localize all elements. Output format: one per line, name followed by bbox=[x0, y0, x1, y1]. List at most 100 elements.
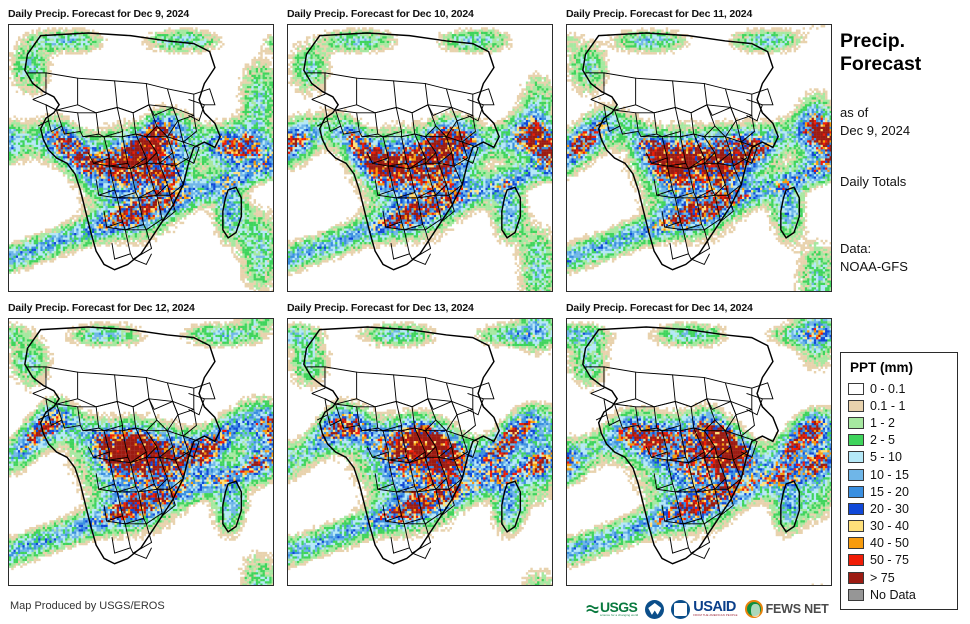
precip-raster bbox=[288, 319, 552, 585]
coastline bbox=[582, 32, 801, 271]
legend-item: 1 - 2 bbox=[848, 414, 952, 431]
legend-item: 20 - 30 bbox=[848, 500, 952, 517]
map-image[interactable] bbox=[566, 318, 832, 586]
map-panel[interactable]: Daily Precip. Forecast for Dec 11, 2024 bbox=[566, 8, 832, 292]
legend-label: 50 - 75 bbox=[870, 553, 909, 567]
africa-precip-map bbox=[9, 25, 273, 291]
legend-swatch bbox=[848, 416, 864, 429]
fews-globe-icon bbox=[744, 600, 763, 618]
legend-label: 15 - 20 bbox=[870, 485, 909, 499]
legend-label: 0.1 - 1 bbox=[870, 399, 905, 413]
panel-title: Daily Precip. Forecast for Dec 9, 2024 bbox=[8, 8, 274, 21]
legend-label: 30 - 40 bbox=[870, 519, 909, 533]
legend-item: 50 - 75 bbox=[848, 552, 952, 569]
usaid-seal-icon bbox=[671, 599, 691, 619]
coastline bbox=[303, 32, 522, 271]
legend-label: 20 - 30 bbox=[870, 502, 909, 516]
map-image[interactable] bbox=[287, 24, 553, 292]
africa-precip-map bbox=[288, 319, 552, 585]
legend-swatch bbox=[848, 434, 864, 447]
panel-title: Daily Precip. Forecast for Dec 11, 2024 bbox=[566, 8, 832, 21]
legend-swatch bbox=[848, 382, 864, 395]
map-panel[interactable]: Daily Precip. Forecast for Dec 12, 2024 bbox=[8, 302, 274, 586]
legend-item: 0.1 - 1 bbox=[848, 397, 952, 414]
legend-item: 10 - 15 bbox=[848, 466, 952, 483]
noaa-seal-icon bbox=[645, 599, 665, 619]
map-panel[interactable]: Daily Precip. Forecast for Dec 9, 2024 bbox=[8, 8, 274, 292]
sidebar: Precip. Forecast as of Dec 9, 2024 Daily… bbox=[836, 0, 970, 624]
legend-item: 2 - 5 bbox=[848, 432, 952, 449]
legend-swatch bbox=[848, 554, 864, 567]
daily-totals-label: Daily Totals bbox=[840, 173, 970, 191]
coastline bbox=[303, 326, 522, 565]
country-borders bbox=[306, 72, 495, 265]
panel-title: Daily Precip. Forecast for Dec 14, 2024 bbox=[566, 302, 832, 315]
legend-label: 1 - 2 bbox=[870, 416, 895, 430]
legend-item: 0 - 0.1 bbox=[848, 380, 952, 397]
africa-precip-map bbox=[567, 319, 831, 585]
agency-logos: USGS science for a changing world USAID … bbox=[586, 597, 829, 621]
africa-precip-map bbox=[288, 25, 552, 291]
legend-label: 40 - 50 bbox=[870, 536, 909, 550]
map-panel-grid: Daily Precip. Forecast for Dec 9, 2024 Da… bbox=[8, 8, 832, 586]
coastline bbox=[582, 326, 801, 565]
legend-swatch bbox=[848, 451, 864, 464]
coastline bbox=[24, 326, 243, 565]
usaid-logo-text: USAID bbox=[693, 600, 737, 615]
legend-item: > 75 bbox=[848, 569, 952, 586]
legend-label: 10 - 15 bbox=[870, 468, 909, 482]
legend: PPT (mm) 0 - 0.1 0.1 - 1 1 - 2 2 - 5 5 - 10 1… bbox=[840, 352, 958, 611]
usaid-logo: USAID FROM THE AMERICAN PEOPLE bbox=[671, 598, 737, 620]
usaid-logo-tagline: FROM THE AMERICAN PEOPLE bbox=[693, 613, 737, 617]
legend-swatch bbox=[848, 537, 864, 550]
as-of-block: as of Dec 9, 2024 bbox=[840, 104, 970, 140]
coastline bbox=[24, 32, 243, 271]
legend-swatch bbox=[848, 468, 864, 481]
map-panel[interactable]: Daily Precip. Forecast for Dec 13, 2024 bbox=[287, 302, 553, 586]
legend-label: No Data bbox=[870, 588, 916, 602]
usgs-logo-tagline: science for a changing world bbox=[600, 613, 638, 617]
map-image[interactable] bbox=[8, 24, 274, 292]
data-source-block: Data: NOAA-GFS bbox=[840, 240, 970, 276]
fews-logo-text: FEWS NET bbox=[766, 602, 829, 616]
data-value: NOAA-GFS bbox=[840, 258, 970, 276]
data-label: Data: bbox=[840, 240, 970, 258]
legend-item: No Data bbox=[848, 586, 952, 603]
panel-title: Daily Precip. Forecast for Dec 13, 2024 bbox=[287, 302, 553, 315]
map-panel[interactable]: Daily Precip. Forecast for Dec 10, 2024 bbox=[287, 8, 553, 292]
africa-precip-map bbox=[567, 25, 831, 291]
legend-item: 40 - 50 bbox=[848, 535, 952, 552]
as-of-label: as of bbox=[840, 104, 970, 122]
noaa-logo bbox=[645, 598, 665, 620]
legend-swatch bbox=[848, 502, 864, 515]
sidebar-title-line1: Precip. bbox=[840, 30, 968, 53]
country-borders bbox=[27, 366, 216, 559]
map-credit: Map Produced by USGS/EROS bbox=[10, 600, 165, 612]
legend-title: PPT (mm) bbox=[850, 360, 952, 375]
africa-precip-map bbox=[9, 319, 273, 585]
usgs-logo: USGS science for a changing world bbox=[586, 598, 638, 620]
sidebar-title-line2: Forecast bbox=[840, 53, 968, 76]
legend-swatch bbox=[848, 588, 864, 601]
legend-item: 5 - 10 bbox=[848, 449, 952, 466]
map-image[interactable] bbox=[287, 318, 553, 586]
panel-title: Daily Precip. Forecast for Dec 12, 2024 bbox=[8, 302, 274, 315]
legend-label: 5 - 10 bbox=[870, 450, 902, 464]
map-panel[interactable]: Daily Precip. Forecast for Dec 14, 2024 bbox=[566, 302, 832, 586]
legend-swatch bbox=[848, 399, 864, 412]
legend-swatch bbox=[848, 571, 864, 584]
legend-item: 30 - 40 bbox=[848, 518, 952, 535]
as-of-date: Dec 9, 2024 bbox=[840, 122, 970, 140]
legend-label: > 75 bbox=[870, 571, 895, 585]
map-image[interactable] bbox=[8, 318, 274, 586]
legend-label: 2 - 5 bbox=[870, 433, 895, 447]
panel-title: Daily Precip. Forecast for Dec 10, 2024 bbox=[287, 8, 553, 21]
country-borders bbox=[585, 366, 774, 559]
sidebar-title: Precip. Forecast bbox=[840, 30, 968, 76]
fews-logo: FEWS NET bbox=[744, 598, 829, 620]
usgs-wave-icon bbox=[586, 604, 599, 613]
legend-rows: 0 - 0.1 0.1 - 1 1 - 2 2 - 5 5 - 10 10 - 15 15 … bbox=[848, 380, 952, 603]
map-image[interactable] bbox=[566, 24, 832, 292]
legend-item: 15 - 20 bbox=[848, 483, 952, 500]
usgs-logo-text: USGS bbox=[600, 600, 638, 614]
